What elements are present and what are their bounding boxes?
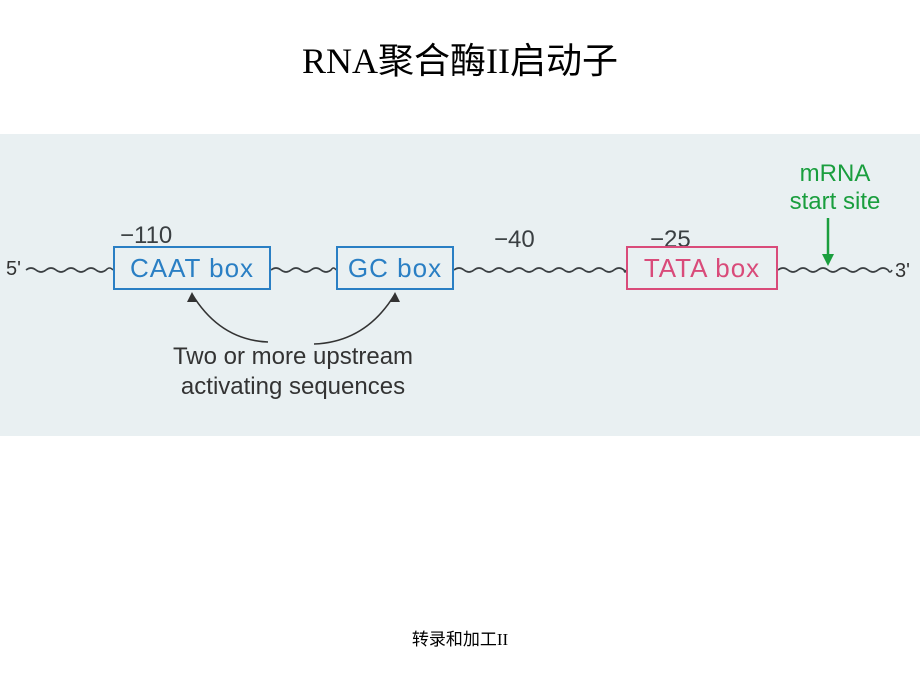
mrna-arrow-head xyxy=(822,254,834,266)
strand-segment-3 xyxy=(454,268,626,272)
pointer-curve-gc xyxy=(314,294,395,344)
gc-box: GC box xyxy=(336,246,454,290)
strand-segment-1 xyxy=(26,268,113,272)
upstream-caption: Two or more upstream activating sequence… xyxy=(148,342,438,402)
caat-box: CAAT box xyxy=(113,246,271,290)
mrna-start-label: mRNA start site xyxy=(775,160,895,215)
promoter-diagram: mRNA start site −110 −40 −25 5' 3' xyxy=(0,134,920,436)
strand-segment-4 xyxy=(778,268,892,272)
position-minus-40: −40 xyxy=(494,226,535,254)
pointer-arrowhead-gc xyxy=(390,292,400,302)
strand-segment-2 xyxy=(271,268,336,272)
five-prime-label: 5' xyxy=(6,258,21,281)
tata-box: TATA box xyxy=(626,246,778,290)
page-title: RNA聚合酶II启动子 xyxy=(0,32,920,84)
caat-box-label: CAAT box xyxy=(130,253,254,284)
slide-page: RNA聚合酶II启动子 mRNA start site −110 −40 −25… xyxy=(0,0,920,690)
pointer-arrowhead-caat xyxy=(187,292,197,302)
mrna-text-line1: mRNA start site xyxy=(790,160,881,215)
three-prime-label: 3' xyxy=(895,260,910,283)
gc-box-label: GC box xyxy=(348,253,442,284)
slide-footer: 转录和加工II xyxy=(0,625,920,650)
tata-box-label: TATA box xyxy=(644,253,760,284)
pointer-curve-caat xyxy=(192,294,268,342)
